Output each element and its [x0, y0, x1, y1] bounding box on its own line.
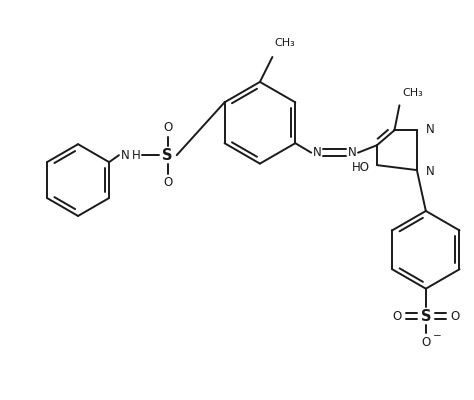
Text: N: N: [313, 146, 321, 159]
Text: N: N: [121, 149, 130, 162]
Text: O: O: [450, 310, 459, 322]
Text: N: N: [348, 146, 356, 159]
Text: HO: HO: [352, 161, 370, 174]
Text: O: O: [421, 336, 430, 348]
Text: H: H: [132, 149, 141, 162]
Text: CH₃: CH₃: [402, 88, 423, 98]
Text: O: O: [163, 121, 173, 134]
Text: S: S: [420, 308, 431, 324]
Text: O: O: [163, 176, 173, 189]
Text: CH₃: CH₃: [275, 38, 296, 48]
Text: N: N: [426, 123, 435, 136]
Text: N: N: [426, 165, 435, 178]
Text: S: S: [163, 148, 173, 163]
Text: −: −: [432, 331, 441, 341]
Text: O: O: [392, 310, 401, 322]
